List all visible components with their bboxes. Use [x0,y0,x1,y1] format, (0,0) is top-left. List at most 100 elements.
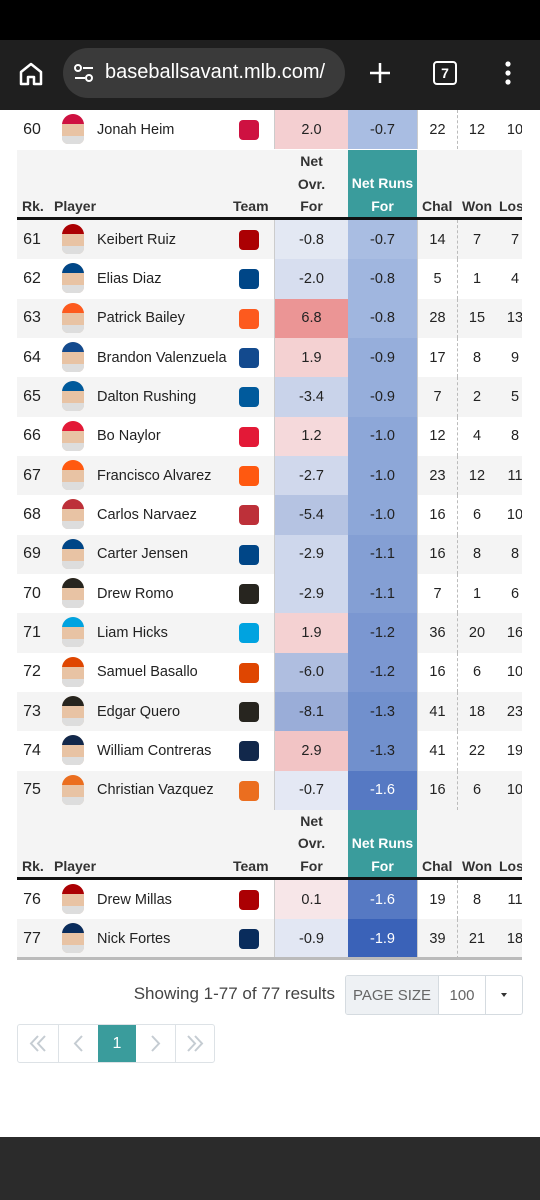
column-divider [417,879,418,920]
rank: 69 [23,545,41,563]
net-ovr-cell-bg [275,919,348,959]
player-avatar [62,114,84,144]
net-runs-for: -0.8 [370,310,395,327]
table-row: 70 Drew Romo -2.9 -1.1 7 1 6 [17,573,522,614]
player-avatar [62,538,84,569]
table-row: 65 Dalton Rushing -3.4 -0.9 7 2 5 [17,377,522,417]
column-divider [457,337,458,378]
won: 15 [468,310,486,327]
net-ovr-for: 0.1 [301,891,322,908]
tab-count[interactable]: 7 [433,61,457,85]
player-name: Drew Millas [97,891,172,908]
url-bar[interactable]: baseballsavant.mlb.com/ [63,48,345,98]
avatar-jersey [62,945,84,954]
team-logo [239,269,259,290]
net-runs-header: For [371,857,394,874]
team-header: Team [233,198,269,214]
player-name: Carlos Narvaez [97,506,197,523]
table-row: 71 Liam Hicks 1.9 -1.2 36 20 16 [17,613,522,653]
column-divider [457,691,458,732]
prev-page-button[interactable] [58,1025,98,1062]
net-runs-cell-bg [348,377,417,417]
table-row: 64 Brandon Valenzuela 1.9 -0.9 17 8 9 [17,337,522,378]
page-size-dropdown[interactable] [485,976,523,1014]
won: 22 [468,742,486,759]
avatar-jersey [62,639,84,648]
column-divider [274,110,275,150]
net-runs-cell-bg [348,337,417,378]
avatar-cap [62,735,84,746]
rank-header: Rk. [22,857,44,874]
rank: 74 [23,741,41,759]
team-logo [239,544,259,565]
player-avatar [62,459,84,490]
rank: 76 [23,890,41,908]
challenges: 5 [433,270,442,287]
won: 12 [468,121,486,138]
net-runs-for: -1.3 [370,742,395,759]
table-row: 73 Edgar Quero -8.1 -1.3 41 18 23 [17,691,522,732]
column-divider [274,298,275,338]
net-runs-header: For [371,198,394,214]
net-runs-cell-bg [348,220,417,260]
menu-button[interactable] [500,60,516,88]
net-ovr-header: Ovr. [297,175,326,192]
avatar-cap [62,656,84,667]
page-size-value[interactable]: 100 [438,976,485,1014]
rank: 72 [23,663,41,681]
avatar-cap [62,224,84,234]
net-ovr-cell-bg [275,110,348,150]
net-ovr-cell-bg [275,879,348,920]
won: 8 [472,349,482,366]
player-avatar [62,381,84,412]
team-logo [239,780,259,801]
next-page-button[interactable] [136,1025,175,1062]
won-header: Won [462,857,493,874]
column-divider [417,110,418,150]
net-ovr-cell-bg [275,337,348,378]
column-divider [274,455,275,496]
net-ovr-for: -0.9 [299,930,324,947]
net-runs-cell-bg [348,573,417,614]
rank: 66 [23,427,41,445]
challenges: 41 [429,742,446,759]
chal-header: Chal [422,857,453,874]
table-row: 62 Elias Diaz -2.0 -0.8 5 1 4 [17,259,522,299]
pagination: 1 [17,1024,215,1063]
first-page-button[interactable] [18,1025,58,1062]
won: 1 [472,270,482,287]
column-divider [274,652,275,692]
lost: 16 [506,624,522,641]
team-logo [239,741,259,762]
avatar-cap [62,695,84,706]
net-ovr-cell-bg [275,652,348,692]
team-header: Team [233,857,269,874]
last-page-button[interactable] [175,1025,215,1062]
column-divider [274,534,275,574]
net-ovr-cell-bg [275,455,348,496]
avatar-cap [62,883,84,894]
new-tab-button[interactable] [368,61,392,85]
net-ovr-for: -3.4 [299,388,324,405]
home-button[interactable] [17,60,45,88]
column-divider [417,495,418,535]
net-ovr-cell-bg [275,495,348,535]
table-row: 69 Carter Jensen -2.9 -1.1 16 8 8 [17,534,522,574]
team-logo [239,505,259,526]
column-divider [457,455,458,496]
page-size-control[interactable]: PAGE SIZE 100 [345,975,523,1015]
site-settings-icon[interactable] [73,63,95,83]
net-runs-for: -0.9 [370,388,395,405]
table-header: Rk. Player Team Net Ovr. For Net Runs For Chal Wo… [17,150,522,220]
won: 21 [468,930,486,947]
current-page[interactable]: 1 [98,1025,136,1062]
net-runs-header-bg [348,150,417,217]
player-name: Nick Fortes [97,930,171,947]
net-ovr-for: 2.9 [301,742,322,759]
player-name: Bo Naylor [97,428,161,445]
net-runs-for: -1.6 [370,782,395,799]
column-divider [417,220,418,260]
navigation-bar [0,1137,540,1200]
challenges: 7 [433,585,442,602]
